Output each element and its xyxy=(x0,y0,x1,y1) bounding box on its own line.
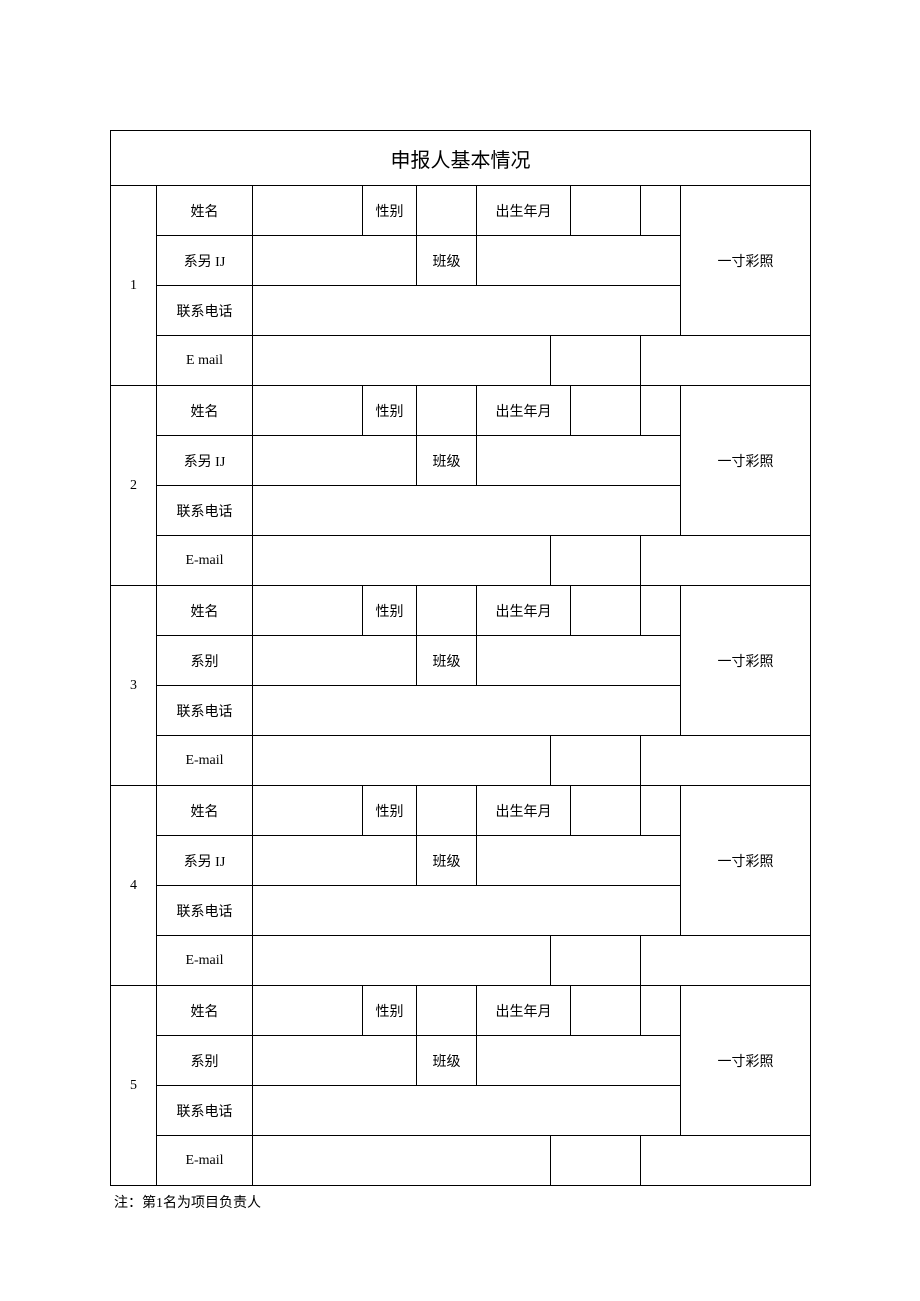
value-class xyxy=(477,1036,681,1086)
label-email: E mail xyxy=(157,336,253,386)
label-phone: 联系电话 xyxy=(157,686,253,736)
label-phone: 联系电话 xyxy=(157,286,253,336)
label-email: E-mail xyxy=(157,1136,253,1186)
value-phone xyxy=(253,886,681,936)
spacer-cell xyxy=(551,336,641,386)
value-class xyxy=(477,636,681,686)
value-gender xyxy=(417,386,477,436)
label-birth: 出生年月 xyxy=(477,386,571,436)
value-phone xyxy=(253,486,681,536)
value-birth xyxy=(571,786,641,836)
value-email xyxy=(253,736,551,786)
value-email xyxy=(253,336,551,386)
label-birth: 出生年月 xyxy=(477,186,571,236)
value-name xyxy=(253,786,363,836)
label-email: E-mail xyxy=(157,736,253,786)
label-gender: 性别 xyxy=(363,186,417,236)
spacer-cell xyxy=(641,1136,811,1186)
label-birth: 出生年月 xyxy=(477,986,571,1036)
applicant-index: 4 xyxy=(111,786,157,986)
value-phone xyxy=(253,1086,681,1136)
photo-cell: 一寸彩照 xyxy=(681,186,811,336)
label-dept: 系另 IJ xyxy=(157,836,253,886)
label-gender: 性别 xyxy=(363,586,417,636)
photo-cell: 一寸彩照 xyxy=(681,786,811,936)
applicant-index: 5 xyxy=(111,986,157,1186)
value-gender xyxy=(417,786,477,836)
value-name xyxy=(253,386,363,436)
label-class: 班级 xyxy=(417,636,477,686)
label-birth: 出生年月 xyxy=(477,586,571,636)
value-email xyxy=(253,1136,551,1186)
label-name: 姓名 xyxy=(157,786,253,836)
value-email xyxy=(253,936,551,986)
applicant-index: 3 xyxy=(111,586,157,786)
applicant-table: 申报人基本情况 1姓名性别出生年月一寸彩照系另 IJ班级联系电话E mail2姓… xyxy=(110,130,811,1186)
value-name xyxy=(253,186,363,236)
spacer-cell xyxy=(641,936,811,986)
spacer-cell xyxy=(641,736,811,786)
spacer-cell xyxy=(551,1136,641,1186)
spacer-cell xyxy=(641,586,681,636)
value-name xyxy=(253,586,363,636)
spacer-cell xyxy=(551,536,641,586)
value-gender xyxy=(417,586,477,636)
label-phone: 联系电话 xyxy=(157,486,253,536)
value-dept xyxy=(253,836,417,886)
value-birth xyxy=(571,186,641,236)
value-birth xyxy=(571,986,641,1036)
label-gender: 性别 xyxy=(363,386,417,436)
spacer-cell xyxy=(641,786,681,836)
label-email: E-mail xyxy=(157,536,253,586)
value-class xyxy=(477,436,681,486)
label-phone: 联系电话 xyxy=(157,886,253,936)
value-name xyxy=(253,986,363,1036)
value-gender xyxy=(417,186,477,236)
applicant-index: 2 xyxy=(111,386,157,586)
label-gender: 性别 xyxy=(363,986,417,1036)
label-birth: 出生年月 xyxy=(477,786,571,836)
value-gender xyxy=(417,986,477,1036)
spacer-cell xyxy=(551,736,641,786)
label-name: 姓名 xyxy=(157,586,253,636)
photo-cell: 一寸彩照 xyxy=(681,586,811,736)
label-class: 班级 xyxy=(417,836,477,886)
value-phone xyxy=(253,286,681,336)
label-gender: 性别 xyxy=(363,786,417,836)
value-class xyxy=(477,236,681,286)
photo-cell: 一寸彩照 xyxy=(681,386,811,536)
applicant-index: 1 xyxy=(111,186,157,386)
label-class: 班级 xyxy=(417,436,477,486)
label-dept: 系另 IJ xyxy=(157,236,253,286)
spacer-cell xyxy=(641,336,811,386)
value-dept xyxy=(253,236,417,286)
value-dept xyxy=(253,436,417,486)
label-email: E-mail xyxy=(157,936,253,986)
value-phone xyxy=(253,686,681,736)
value-class xyxy=(477,836,681,886)
table-note: 注：第1名为项目负责人 xyxy=(114,1192,810,1212)
value-birth xyxy=(571,586,641,636)
spacer-cell xyxy=(641,986,681,1036)
value-birth xyxy=(571,386,641,436)
label-name: 姓名 xyxy=(157,186,253,236)
label-name: 姓名 xyxy=(157,986,253,1036)
spacer-cell xyxy=(641,386,681,436)
photo-cell: 一寸彩照 xyxy=(681,986,811,1136)
value-dept xyxy=(253,1036,417,1086)
table-title: 申报人基本情况 xyxy=(111,131,811,186)
label-phone: 联系电话 xyxy=(157,1086,253,1136)
spacer-cell xyxy=(641,536,811,586)
label-dept: 系别 xyxy=(157,1036,253,1086)
spacer-cell xyxy=(551,936,641,986)
label-class: 班级 xyxy=(417,236,477,286)
label-dept: 系别 xyxy=(157,636,253,686)
spacer-cell xyxy=(641,186,681,236)
label-class: 班级 xyxy=(417,1036,477,1086)
label-name: 姓名 xyxy=(157,386,253,436)
label-dept: 系另 IJ xyxy=(157,436,253,486)
value-dept xyxy=(253,636,417,686)
value-email xyxy=(253,536,551,586)
